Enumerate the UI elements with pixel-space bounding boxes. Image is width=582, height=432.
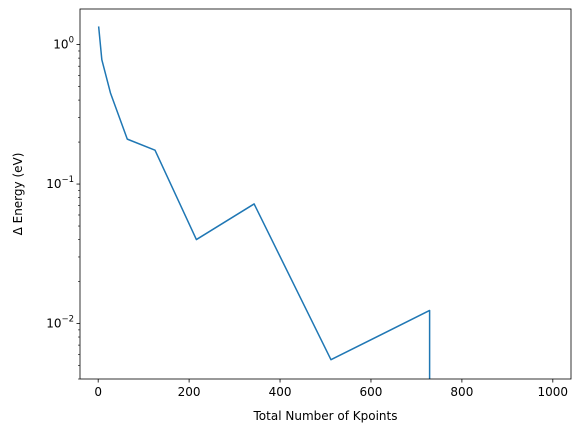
x-tick-label: 800 bbox=[450, 385, 473, 399]
plot-frame bbox=[79, 8, 572, 380]
y-tick-label: 100 bbox=[53, 36, 74, 52]
x-tick-label: 1000 bbox=[538, 385, 569, 399]
x-tick-label: 400 bbox=[269, 385, 292, 399]
y-axis-ticks: 100 10−1 10−2 bbox=[46, 36, 80, 331]
plot-background bbox=[80, 9, 571, 379]
y-tick-label: 10−2 bbox=[46, 315, 74, 331]
x-axis-ticks: 0 200 400 600 800 1000 bbox=[94, 379, 568, 399]
x-tick-label: 0 bbox=[94, 385, 102, 399]
x-axis-label: Total Number of Kpoints bbox=[253, 409, 398, 423]
y-axis-label: Δ Energy (eV) bbox=[11, 153, 25, 236]
x-tick-label: 200 bbox=[178, 385, 201, 399]
y-tick-label: 10−1 bbox=[46, 175, 74, 191]
energy-series-line bbox=[97, 26, 431, 379]
x-tick-label: 600 bbox=[360, 385, 383, 399]
